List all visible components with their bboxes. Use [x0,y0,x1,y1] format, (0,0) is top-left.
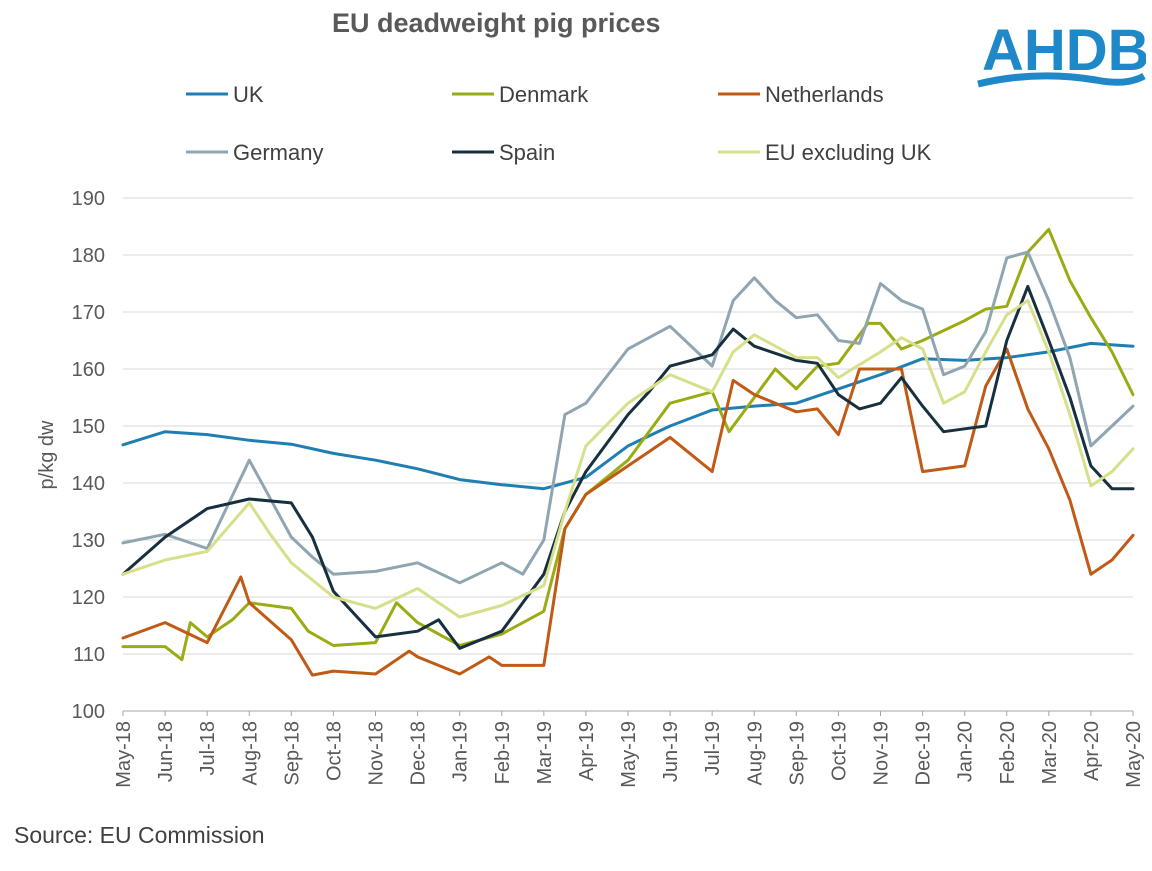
x-tick-label: May-20 [1123,721,1145,788]
x-tick-label: Jun-18 [155,721,177,782]
x-tick-label: Feb-20 [997,721,1019,784]
logo-wave-icon [977,72,1146,88]
x-tick-label: Nov-18 [366,721,388,785]
y-tick-label: 110 [73,644,105,666]
x-tick-label: Sep-19 [786,721,808,786]
y-tick-label: 130 [72,530,105,552]
x-tick-label: Oct-18 [323,721,345,781]
chart-title: EU deadweight pig prices [332,8,661,38]
y-axis-title: p/kg dw [36,420,58,489]
legend: UK Denmark Netherlands Germany Spain EU exclu… [186,82,932,165]
y-tick-label: 160 [72,359,105,381]
logo-text: AHDB [982,18,1146,83]
y-tick-label: 190 [72,188,105,210]
x-tick-label: Feb-19 [492,721,514,784]
x-tick-label: Dec-18 [408,721,430,785]
series-line-netherlands [121,347,1135,677]
x-tick-label: Jul-18 [197,721,219,775]
legend-label: Spain [499,140,555,165]
legend-label: Netherlands [765,82,884,107]
x-tick-label: Jan-19 [450,721,472,782]
x-tick-label: Sep-18 [281,721,303,786]
x-tick-label: Nov-19 [871,721,893,785]
ahdb-logo: AHDB [976,14,1150,101]
legend-label: Denmark [499,82,589,107]
y-tick-label: 180 [72,245,105,267]
y-tick-label: 140 [72,473,105,495]
x-tick-labels: May-18 Jun-18 Jul-18 Aug-18 Sep-18 Oct-18 Nov-… [113,711,1145,788]
x-tick-label: Mar-19 [534,721,556,784]
y-tick-label: 150 [72,416,105,438]
x-tick-label: Apr-20 [1081,721,1103,781]
legend-label: Germany [233,140,323,165]
x-tick-label: Jun-19 [660,721,682,782]
x-tick-label: Apr-19 [576,721,598,781]
x-tick-label: Dec-19 [913,721,935,785]
x-tick-label: Jul-19 [702,721,724,775]
y-tick-label: 100 [72,701,105,723]
x-tick-label: Mar-20 [1039,721,1061,784]
y-tick-label: 120 [72,587,105,609]
series-line-eu-excluding-uk [121,299,1135,619]
legend-label: EU excluding UK [765,140,932,165]
grid-lines [123,197,1133,712]
series-line-uk [121,341,1135,491]
source-note: Source: EU Commission [14,822,265,848]
legend-label: UK [233,82,264,107]
series-line-germany [121,250,1135,585]
x-tick-label: Aug-18 [239,721,261,786]
series-line-denmark [121,227,1135,662]
x-tick-label: May-19 [618,721,640,788]
series-lines [121,227,1135,677]
x-tick-label: May-18 [113,721,135,788]
y-tick-labels: 100 110 120 130 140 150 160 170 180 190 [72,188,105,723]
y-tick-label: 170 [72,302,105,324]
x-tick-label: Aug-19 [744,721,766,786]
x-tick-label: Jan-20 [955,721,977,782]
x-tick-label: Oct-19 [828,721,850,781]
